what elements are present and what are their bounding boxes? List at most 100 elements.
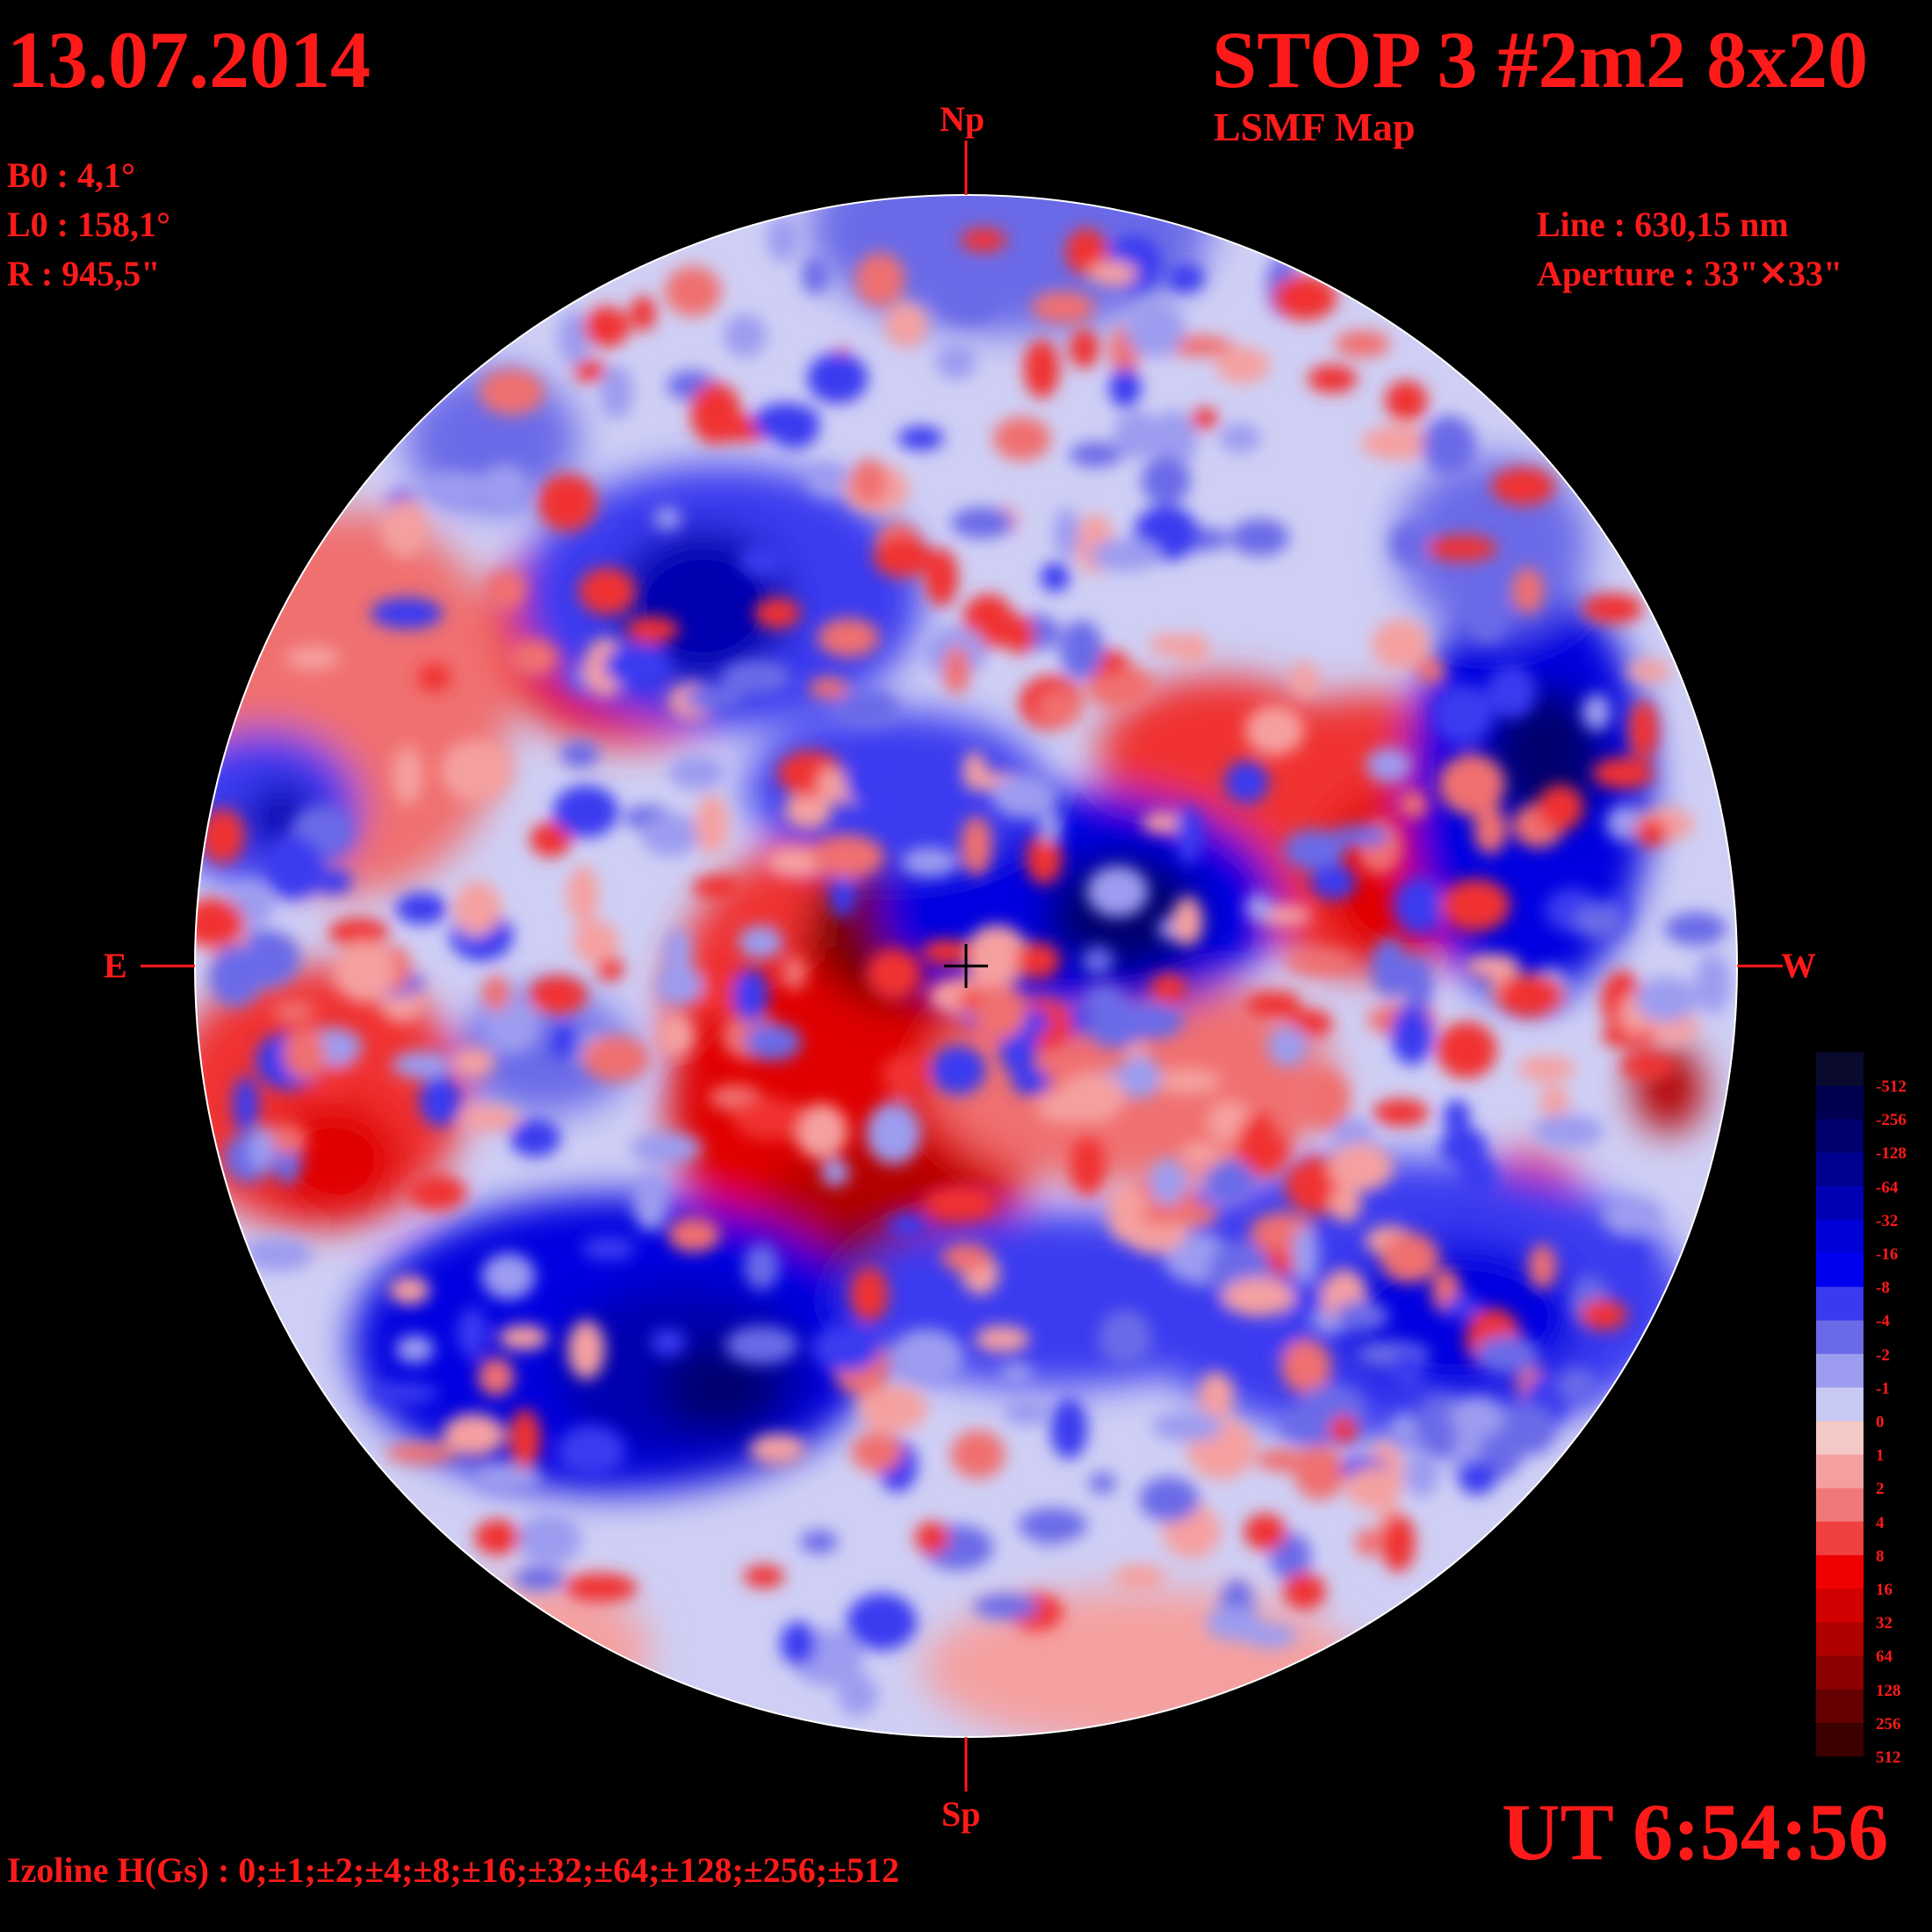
field-patch: [1474, 1335, 1540, 1374]
field-patch: [1053, 507, 1080, 559]
field-patch: [573, 919, 619, 964]
field-patch: [1422, 415, 1477, 477]
field-patch: [441, 739, 512, 802]
field-patch: [1600, 1023, 1663, 1049]
field-patch: [960, 816, 993, 876]
field-patch: [1403, 954, 1433, 1018]
field-patch: [1149, 410, 1198, 470]
field-patch: [392, 1050, 453, 1079]
field-patch: [264, 835, 323, 899]
param-aperture: Aperture : 33"✕33": [1537, 254, 1843, 293]
legend-level-label: -512: [1876, 1078, 1907, 1097]
field-patch: [249, 1125, 274, 1171]
field-patch: [1635, 977, 1698, 1022]
legend-level-label: 0: [1876, 1413, 1885, 1431]
field-patch: [1283, 1573, 1326, 1611]
field-patch: [1491, 466, 1556, 506]
field-patch: [371, 597, 443, 630]
field-patch: [873, 536, 933, 578]
field-patch: [1113, 1564, 1165, 1591]
field-patch: [1098, 1309, 1153, 1366]
field-patch: [973, 1594, 1040, 1619]
field-patch: [1385, 380, 1428, 422]
field-patch: [650, 1329, 686, 1357]
observation-date: 13.07.2014: [7, 15, 371, 105]
field-patch: [1432, 683, 1494, 746]
field-patch: [1425, 535, 1498, 562]
field-patch: [738, 925, 783, 959]
legend-level-label: -64: [1876, 1178, 1899, 1197]
field-patch: [1390, 1004, 1433, 1065]
field-patch: [640, 812, 701, 857]
field-patch: [1457, 1459, 1497, 1496]
field-patch: [960, 227, 1007, 253]
field-patch: [733, 1097, 804, 1141]
field-patch: [1517, 1056, 1576, 1082]
legend-swatch: [1816, 1085, 1864, 1120]
field-patch: [498, 1324, 549, 1351]
field-patch: [481, 1252, 536, 1300]
field-patch: [1450, 1395, 1504, 1438]
field-patch: [1035, 688, 1083, 727]
field-patch: [817, 617, 880, 658]
field-patch: [479, 369, 545, 415]
field-patch: [1000, 1363, 1034, 1385]
field-patch: [583, 306, 631, 348]
north-label: Np: [940, 99, 985, 139]
field-patch: [1085, 664, 1155, 710]
field-patch: [1116, 1190, 1148, 1219]
field-patch: [567, 1320, 605, 1380]
legend-level-label: 512: [1876, 1748, 1901, 1767]
legend-swatch: [1816, 1119, 1864, 1154]
field-patch: [313, 869, 353, 894]
legend-swatch: [1816, 1589, 1864, 1623]
legend-level-label: 4: [1876, 1513, 1885, 1532]
field-patch: [419, 1074, 462, 1128]
field-patch: [1191, 407, 1219, 429]
field-patch: [942, 645, 970, 696]
field-patch: [900, 847, 959, 877]
field-patch: [552, 785, 619, 838]
field-patch: [1049, 1397, 1088, 1460]
legend-level-label: -4: [1876, 1312, 1890, 1331]
field-patch: [935, 343, 977, 380]
legend-swatch: [1816, 1320, 1864, 1355]
west-label: W: [1781, 946, 1816, 985]
field-patch: [1150, 973, 1187, 1005]
field-patch: [1628, 700, 1659, 760]
field-patch: [847, 1593, 917, 1651]
field-patch: [565, 1573, 638, 1603]
field-patch: [1330, 1187, 1362, 1222]
field-patch: [921, 939, 973, 966]
field-patch: [720, 660, 792, 696]
field-patch: [1390, 1349, 1424, 1396]
field-patch: [271, 1000, 316, 1023]
field-patch: [1398, 790, 1428, 819]
field-patch: [242, 1236, 314, 1272]
field-patch: [1224, 760, 1269, 804]
field-patch: [752, 402, 820, 442]
legend-level-label: -16: [1876, 1245, 1899, 1265]
field-patch: [1329, 1416, 1359, 1444]
field-patch: [1175, 632, 1209, 666]
field-patch: [1125, 301, 1186, 358]
field-patch: [1366, 747, 1412, 782]
field-patch: [930, 1045, 986, 1095]
field-patch: [1310, 864, 1357, 900]
field-patch: [452, 1046, 495, 1078]
field-patch: [1444, 1295, 1482, 1320]
field-patch: [1040, 562, 1071, 593]
field-patch: [1037, 809, 1063, 843]
field-patch: [690, 382, 742, 445]
field-patch: [1634, 818, 1669, 847]
field-patch: [723, 314, 767, 357]
legend-level-label: 16: [1876, 1580, 1892, 1599]
field-patch: [1331, 825, 1391, 847]
field-patch: [1230, 518, 1289, 557]
field-patch: [744, 1023, 802, 1061]
field-patch: [888, 1214, 928, 1237]
field-patch: [820, 1158, 849, 1186]
field-patch: [1694, 953, 1732, 1014]
field-patch: [556, 1424, 626, 1477]
